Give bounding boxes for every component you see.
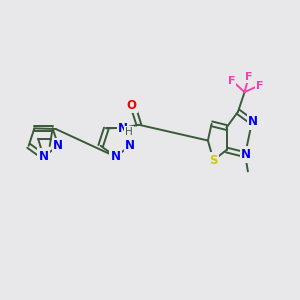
Text: N: N: [53, 139, 63, 152]
Text: H: H: [125, 127, 133, 137]
Text: F: F: [228, 76, 235, 86]
Text: N: N: [248, 116, 258, 128]
Text: O: O: [127, 98, 137, 112]
Text: F: F: [244, 72, 252, 82]
Text: F: F: [256, 81, 263, 91]
Text: N: N: [38, 150, 49, 163]
Text: N: N: [125, 139, 135, 152]
Text: S: S: [209, 154, 218, 167]
Text: N: N: [241, 148, 251, 161]
Text: N: N: [110, 150, 121, 163]
Text: N: N: [118, 122, 128, 135]
